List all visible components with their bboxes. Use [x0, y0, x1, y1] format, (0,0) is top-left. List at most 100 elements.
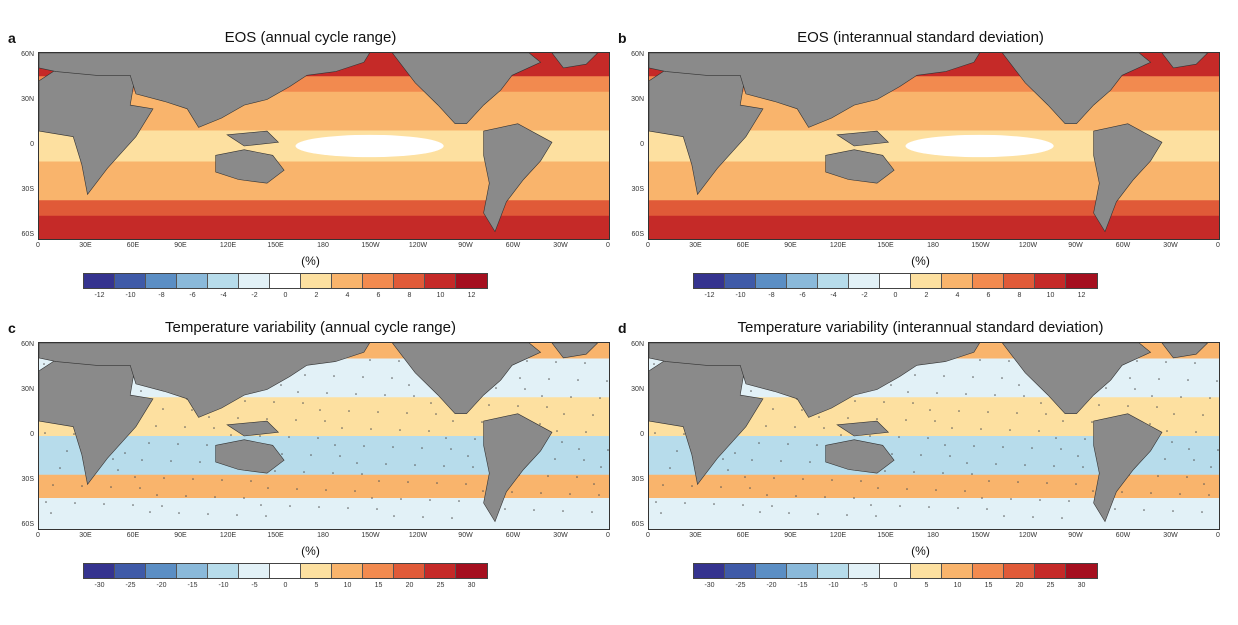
stipple-dot: [156, 494, 158, 496]
colorbar-label: -5: [251, 582, 258, 589]
stipple-dot: [317, 437, 319, 439]
stipple-dot: [1121, 491, 1123, 493]
stipple-dot: [384, 394, 386, 396]
stipple-dot: [758, 442, 760, 444]
stipple-dot: [1114, 508, 1116, 510]
lon-tick-label: 60W: [505, 532, 521, 539]
stipple-dot: [400, 498, 402, 500]
ocean-band: [649, 443, 1219, 453]
stipple-dot: [281, 453, 283, 455]
map-canvas: [39, 343, 609, 529]
stipple-dot: [533, 509, 535, 511]
stipple-dot: [1127, 405, 1129, 407]
stipple-dot: [43, 363, 45, 365]
stipple-dot: [289, 505, 291, 507]
stipple-dot: [467, 455, 469, 457]
stipple-dot: [1209, 397, 1211, 399]
lon-tick-label: 120E: [219, 532, 237, 539]
colorbar-label: 5: [924, 582, 929, 589]
stipple-dot: [1098, 404, 1100, 406]
stipple-dot: [458, 500, 460, 502]
stipple-dot: [1195, 431, 1197, 433]
lat-tick-label: 30N: [631, 386, 644, 393]
land-indonesia: [226, 420, 280, 437]
stipple-dot: [474, 438, 476, 440]
stipple-dot: [273, 401, 275, 403]
lon-tick-label: 180: [317, 532, 329, 539]
stipple-dot: [751, 459, 753, 461]
lon-tick-label: 90E: [784, 242, 797, 249]
ocean-band: [649, 428, 1219, 437]
stipple-dot: [1150, 492, 1152, 494]
ocean-band: [649, 84, 1219, 93]
ocean-band: [39, 505, 609, 515]
ocean-band: [649, 459, 1219, 468]
stipple-dot: [250, 480, 252, 482]
stipple-dot: [103, 503, 105, 505]
stipple-dot: [934, 420, 936, 422]
lon-tick-label: 30E: [79, 532, 92, 539]
lon-tick-label: 180: [927, 532, 939, 539]
lon-tick-label: 150E: [877, 242, 894, 249]
stipple-dot: [1046, 482, 1048, 484]
stipple-dot: [326, 392, 328, 394]
ocean-band: [649, 474, 1219, 484]
stipple-dot: [221, 479, 223, 481]
colorbar-swatch: [911, 564, 942, 578]
colorbar-label: 0: [893, 292, 898, 299]
lon-tick-label: 0: [36, 532, 40, 539]
stipple-dot: [942, 472, 944, 474]
ocean-band: [39, 76, 609, 85]
panel-letter: c: [8, 320, 16, 336]
stipple-dot: [370, 428, 372, 430]
colorbar-unit: (%): [911, 254, 930, 268]
stipple-dot: [445, 437, 447, 439]
ocean-band: [39, 223, 609, 233]
stipple-dot: [244, 400, 246, 402]
stipple-dot: [788, 512, 790, 514]
panel-title: EOS (annual cycle range): [224, 29, 397, 46]
colorbar-label: 30: [467, 582, 476, 589]
stipple-dot: [354, 490, 356, 492]
ocean-band: [39, 208, 609, 217]
stipple-dot: [1077, 455, 1079, 457]
colorbar-swatch: [694, 564, 725, 578]
lon-tick-label: 150W: [361, 242, 380, 249]
stipple-dot: [139, 487, 141, 489]
colorbar-label: -20: [766, 582, 777, 589]
ocean-band: [39, 420, 609, 430]
colorbar-swatch: [239, 564, 270, 578]
stipple-dot: [660, 512, 662, 514]
stipple-dot: [112, 458, 114, 460]
stipple-dot: [750, 390, 752, 392]
stipple-dot: [569, 493, 571, 495]
land-greenland: [1161, 343, 1209, 359]
colorbar-unit: (%): [301, 254, 320, 268]
colorbar-label: 10: [436, 292, 445, 299]
stipple-dot: [243, 497, 245, 499]
stipple-dot: [913, 471, 915, 473]
stipple-dot: [482, 490, 484, 492]
stipple-dot: [561, 441, 563, 443]
ocean-band: [39, 153, 609, 163]
ocean-band: [39, 231, 609, 239]
stipple-dot: [1040, 402, 1042, 404]
stipple-dot: [907, 391, 909, 393]
stipple-dot: [591, 511, 593, 513]
colorbar-swatch: [394, 564, 425, 578]
colorbar-swatch: [115, 564, 146, 578]
stipple-dot: [117, 469, 119, 471]
panel-letter: b: [618, 30, 627, 46]
ocean-band: [39, 184, 609, 194]
colorbar: [83, 563, 488, 579]
colorbar-label: -25: [125, 582, 136, 589]
ocean-band: [39, 200, 609, 209]
lat-tick-label: 30N: [21, 386, 34, 393]
stipple-dot: [1092, 490, 1094, 492]
stipple-dot: [765, 425, 767, 427]
lon-tick-label: 30W: [1163, 532, 1178, 539]
lon-tick-label: 180: [317, 242, 329, 249]
colorbar-label: 2: [924, 292, 929, 299]
stipple-dot: [192, 478, 194, 480]
ocean-band: [39, 381, 609, 391]
